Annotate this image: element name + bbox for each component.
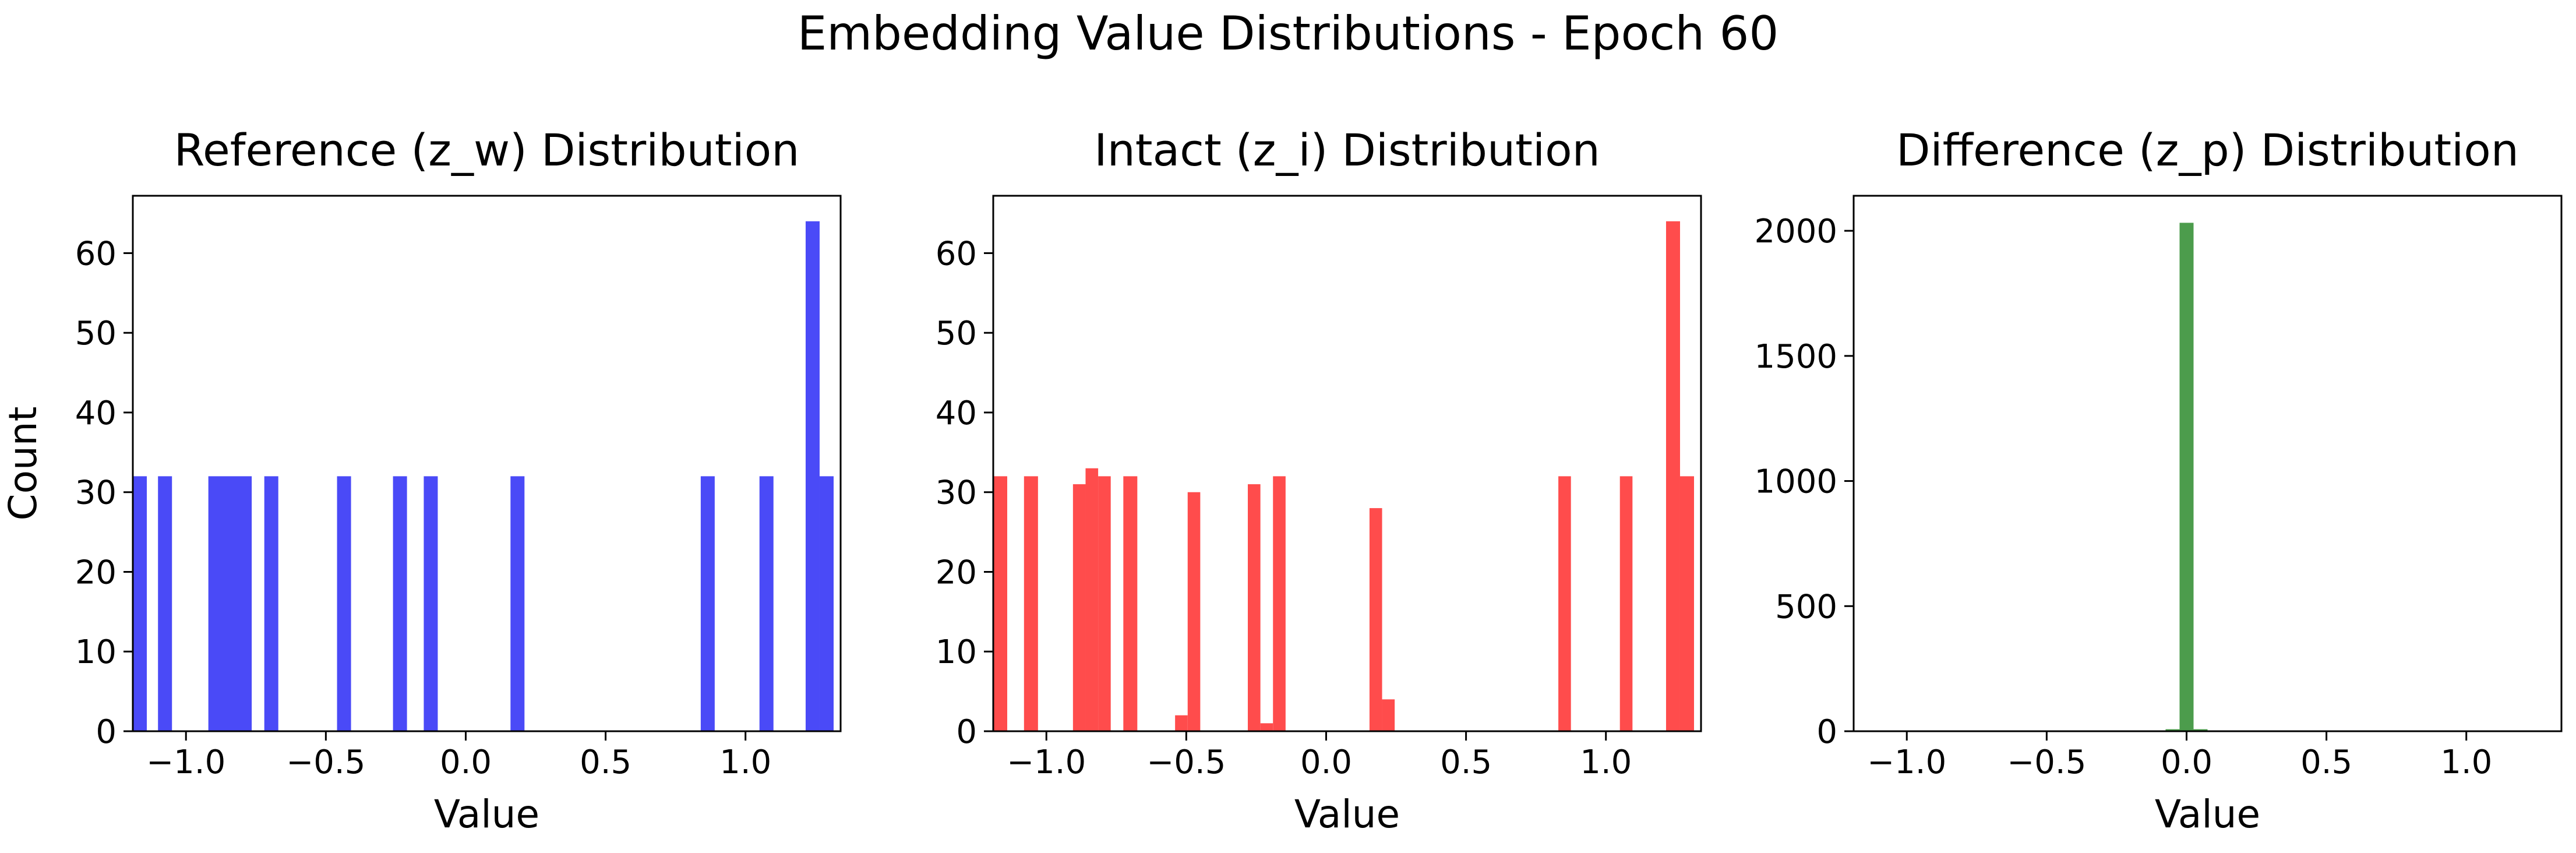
chart-panel-1: −1.0 −0.5 0.0 0.5 1.0 0 10 20 30 40 50 60 Reference … bbox=[1, 124, 842, 837]
y-tick-label: 10 bbox=[75, 633, 117, 671]
histogram-bar bbox=[2193, 729, 2208, 731]
axes-frame bbox=[992, 195, 1702, 732]
histogram-bar bbox=[1175, 715, 1188, 731]
x-tick-label: −0.5 bbox=[1146, 743, 1226, 781]
histogram-bar bbox=[1273, 476, 1286, 731]
y-tick-label: 40 bbox=[936, 394, 977, 432]
x-tick-label: 0.0 bbox=[1300, 743, 1352, 781]
y-tick-label: 2000 bbox=[1754, 213, 1837, 251]
histogram-bar bbox=[158, 476, 172, 731]
histogram-bar bbox=[1085, 468, 1099, 731]
y-tick-label: 1500 bbox=[1754, 338, 1837, 376]
x-tick-label: 1.0 bbox=[719, 743, 771, 781]
histogram-bar bbox=[993, 476, 1008, 731]
chart-panel-2: −1.0 −0.5 0.0 0.5 1.0 0 10 20 30 40 50 60 Intact (z_… bbox=[936, 124, 1702, 837]
histogram-bar bbox=[133, 476, 147, 731]
histogram-bar bbox=[1248, 484, 1261, 731]
x-tick-label: −0.5 bbox=[286, 743, 365, 781]
axes-frame bbox=[1852, 195, 2563, 732]
figure-title: Embedding Value Distributions - Epoch 60 bbox=[797, 6, 1779, 61]
y-axis-label: Count bbox=[1, 406, 45, 520]
x-tick-label: 1.0 bbox=[1580, 743, 1632, 781]
x-tick-label: 0.5 bbox=[580, 743, 631, 781]
x-axis-label: Value bbox=[2155, 792, 2260, 837]
histogram-bars bbox=[133, 221, 834, 731]
y-tick-label: 30 bbox=[936, 474, 977, 512]
histogram-bar bbox=[1260, 723, 1273, 731]
x-tick-label: −0.5 bbox=[2007, 743, 2086, 781]
histogram-bar bbox=[1187, 492, 1201, 731]
y-tick-label: 50 bbox=[936, 315, 977, 353]
histogram-bars bbox=[993, 221, 1694, 731]
histogram-bar bbox=[700, 476, 715, 731]
y-tick-label: 30 bbox=[75, 474, 117, 512]
x-tick-label: 0.0 bbox=[440, 743, 492, 781]
histogram-bars bbox=[2165, 223, 2208, 731]
histogram-bar bbox=[337, 476, 351, 731]
histogram-bar bbox=[1072, 484, 1086, 731]
y-tick-label: 500 bbox=[1775, 588, 1837, 626]
histogram-bar bbox=[1619, 476, 1633, 731]
y-tick-label: 60 bbox=[75, 235, 117, 273]
y-tick-label: 0 bbox=[956, 713, 977, 751]
chart-title: Intact (z_i) Distribution bbox=[1094, 124, 1600, 176]
histogram-bar bbox=[805, 221, 820, 731]
histogram-bar bbox=[1382, 699, 1395, 731]
y-tick-label: 1000 bbox=[1754, 463, 1837, 501]
chart-title: Reference (z_w) Distribution bbox=[174, 124, 800, 176]
x-tick-label: −1.0 bbox=[1007, 743, 1086, 781]
y-tick-label: 10 bbox=[936, 633, 977, 671]
chart-panel-3: −1.0 −0.5 0.0 0.5 1.0 0 500 1000 1500 2000 Differe… bbox=[1754, 124, 2563, 837]
histogram-bar bbox=[1369, 508, 1382, 731]
x-tick-label: 0.5 bbox=[2300, 743, 2352, 781]
histogram-bar bbox=[1123, 476, 1138, 731]
axes-frame bbox=[132, 195, 842, 732]
y-tick-label: 60 bbox=[936, 235, 977, 273]
histogram-bar bbox=[393, 476, 407, 731]
x-tick-label: 0.0 bbox=[2161, 743, 2212, 781]
x-axis-label: Value bbox=[1294, 792, 1400, 837]
x-tick-label: 0.5 bbox=[1440, 743, 1492, 781]
y-tick-label: 20 bbox=[936, 554, 977, 591]
x-tick-label: 1.0 bbox=[2440, 743, 2492, 781]
y-tick-label: 20 bbox=[75, 554, 117, 591]
x-tick-label: −1.0 bbox=[1867, 743, 1946, 781]
histogram-bar bbox=[510, 476, 525, 731]
y-tick-label: 40 bbox=[75, 394, 117, 432]
y-tick-label: 50 bbox=[75, 315, 117, 353]
histogram-bar bbox=[819, 476, 834, 731]
histogram-bar bbox=[759, 476, 774, 731]
histogram-bar bbox=[1098, 476, 1111, 731]
histogram-bar bbox=[264, 476, 278, 731]
histogram-bar bbox=[1024, 476, 1038, 731]
y-tick-label: 0 bbox=[1816, 713, 1837, 751]
chart-title: Difference (z_p) Distribution bbox=[1896, 124, 2519, 176]
histogram-bar bbox=[424, 476, 438, 731]
histogram-bar bbox=[208, 476, 252, 731]
histogram-bar bbox=[2165, 729, 2180, 731]
histogram-bar bbox=[1558, 476, 1571, 731]
x-axis-label: Value bbox=[434, 792, 539, 837]
y-tick-label: 0 bbox=[96, 713, 117, 751]
histogram-bar bbox=[1665, 221, 1680, 731]
histogram-bar bbox=[1679, 476, 1694, 731]
histogram-bar bbox=[2179, 223, 2194, 731]
x-tick-label: −1.0 bbox=[146, 743, 225, 781]
charts-layer: −1.0 −0.5 0.0 0.5 1.0 0 10 20 30 40 50 60 Reference … bbox=[1, 124, 2563, 837]
